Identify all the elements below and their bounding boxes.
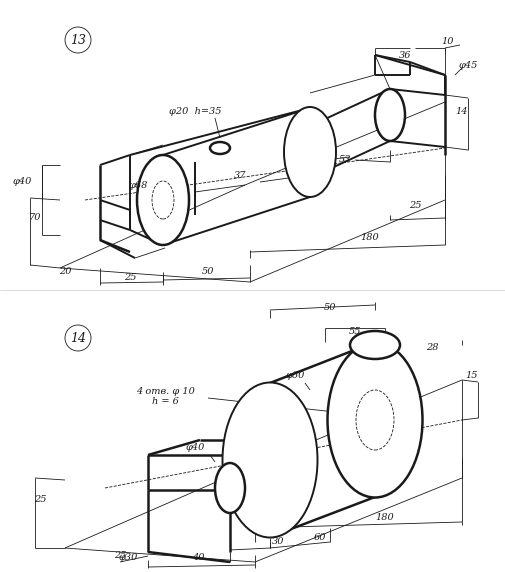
Text: φ60: φ60 <box>285 371 305 379</box>
Text: φ68: φ68 <box>128 181 147 189</box>
Ellipse shape <box>350 331 400 359</box>
Text: 25: 25 <box>114 551 126 561</box>
Text: 53: 53 <box>339 156 351 165</box>
Text: φ40: φ40 <box>12 177 32 186</box>
Text: 55: 55 <box>349 328 361 336</box>
Text: 70: 70 <box>29 213 41 223</box>
Text: 50: 50 <box>324 304 336 312</box>
Ellipse shape <box>137 155 189 245</box>
Text: 4 отв. φ 10: 4 отв. φ 10 <box>135 387 194 396</box>
Text: 25: 25 <box>34 495 46 505</box>
Ellipse shape <box>328 343 423 498</box>
Text: 28: 28 <box>426 344 438 352</box>
Ellipse shape <box>223 383 318 538</box>
Ellipse shape <box>284 107 336 197</box>
Text: 10: 10 <box>442 38 454 46</box>
Text: 30: 30 <box>272 538 284 546</box>
Ellipse shape <box>375 89 405 141</box>
Text: φ30: φ30 <box>118 554 138 562</box>
Text: φ45: φ45 <box>459 61 478 70</box>
Text: φ40: φ40 <box>185 443 205 452</box>
Text: 40: 40 <box>192 554 204 562</box>
Text: φ20  h=35: φ20 h=35 <box>169 108 221 117</box>
Text: 60: 60 <box>314 534 326 542</box>
Text: 14: 14 <box>456 108 468 117</box>
Text: 36: 36 <box>399 50 411 59</box>
Text: 180: 180 <box>361 233 379 243</box>
Text: 20: 20 <box>59 268 71 276</box>
Text: h = 6: h = 6 <box>152 398 178 407</box>
Text: 180: 180 <box>376 514 394 522</box>
Text: 37: 37 <box>234 170 246 180</box>
Text: 14: 14 <box>70 332 86 344</box>
Ellipse shape <box>210 142 230 154</box>
Text: 50: 50 <box>202 268 214 276</box>
Text: 15: 15 <box>466 371 478 379</box>
Text: 13: 13 <box>70 34 86 46</box>
Ellipse shape <box>215 463 245 513</box>
Text: 25: 25 <box>409 201 421 209</box>
Text: 25: 25 <box>124 273 136 283</box>
